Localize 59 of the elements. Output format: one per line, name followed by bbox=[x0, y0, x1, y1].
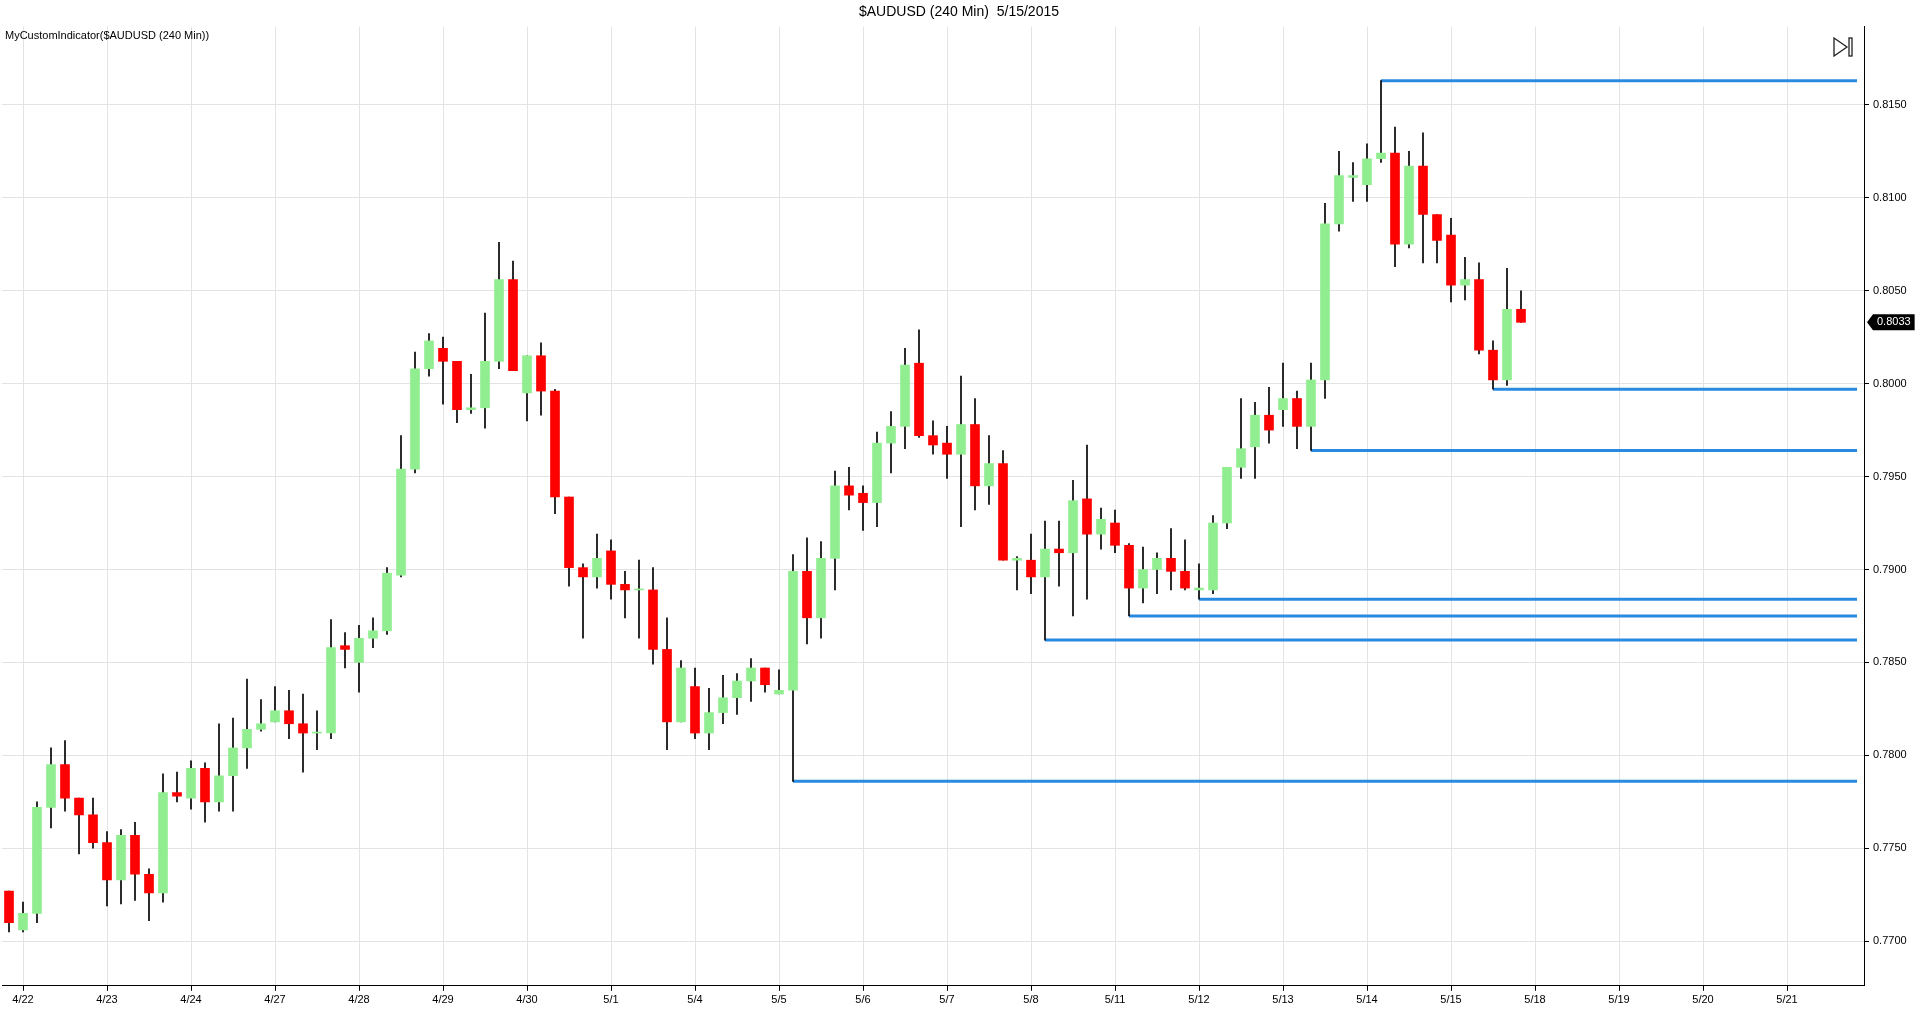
candlestick bbox=[340, 632, 350, 669]
candlestick bbox=[774, 669, 784, 695]
x-tick-label: 5/8 bbox=[1023, 993, 1039, 1006]
y-tick-label: 0.7700 bbox=[1873, 934, 1907, 947]
x-tick-label: 4/24 bbox=[180, 993, 202, 1006]
x-tick-label: 5/12 bbox=[1188, 993, 1210, 1006]
x-tick-label: 5/6 bbox=[855, 993, 871, 1006]
candlestick bbox=[956, 375, 966, 528]
candlestick bbox=[858, 485, 868, 531]
candlestick bbox=[256, 699, 266, 732]
x-tick-label: 5/13 bbox=[1272, 993, 1294, 1006]
candlestick bbox=[1348, 162, 1358, 202]
candlestick bbox=[1278, 362, 1288, 427]
y-tick-label: 0.7850 bbox=[1873, 655, 1907, 668]
candlestick bbox=[620, 571, 630, 619]
annotation: MyCustomIndicator($AUDUSD (240 Min)) bbox=[5, 28, 210, 41]
x-tick-label: 5/21 bbox=[1776, 993, 1798, 1006]
x-tick-label: 4/28 bbox=[348, 993, 370, 1006]
x-tick-label: 5/14 bbox=[1356, 993, 1378, 1006]
candlestick bbox=[298, 693, 308, 773]
x-tick-label: 5/1 bbox=[603, 993, 619, 1006]
candlestick bbox=[844, 466, 854, 511]
candlestick bbox=[1054, 520, 1064, 587]
candlestick bbox=[1460, 256, 1470, 301]
candlestick bbox=[1166, 528, 1176, 591]
y-tick-label: 0.8100 bbox=[1873, 190, 1907, 203]
chart-title: $AUDUSD (240 Min) 5/15/2015 bbox=[859, 3, 1060, 20]
x-tick-label: 5/4 bbox=[687, 993, 703, 1006]
x-tick-label: 4/30 bbox=[516, 993, 538, 1006]
text: 0.8033 bbox=[1877, 315, 1911, 328]
candlestick bbox=[1040, 520, 1050, 641]
x-tick-label: 5/19 bbox=[1608, 993, 1630, 1006]
x-tick-label: 5/5 bbox=[771, 993, 787, 1006]
x-tick-label: 5/7 bbox=[939, 993, 955, 1006]
candlestick bbox=[1236, 398, 1246, 479]
candlestick bbox=[1376, 80, 1386, 163]
x-tick-label: 5/11 bbox=[1104, 993, 1126, 1006]
y-tick-label: 0.8000 bbox=[1873, 376, 1907, 389]
candlestick bbox=[578, 563, 588, 639]
y-tick-label: 0.8050 bbox=[1873, 283, 1907, 296]
x-tick-label: 4/27 bbox=[264, 993, 286, 1006]
candlestick bbox=[438, 336, 448, 405]
y-tick-label: 0.8150 bbox=[1873, 97, 1907, 110]
candlestick bbox=[242, 678, 252, 769]
y-tick-label: 0.7950 bbox=[1873, 469, 1907, 482]
candlestick bbox=[1082, 444, 1092, 600]
x-tick-label: 4/29 bbox=[432, 993, 454, 1006]
y-tick-label: 0.7750 bbox=[1873, 841, 1907, 854]
candlestick bbox=[172, 771, 182, 803]
y-tick-label: 0.7900 bbox=[1873, 562, 1907, 575]
x-tick-label: 5/15 bbox=[1440, 993, 1462, 1006]
candlestick bbox=[1012, 556, 1022, 591]
x-tick-label: 4/23 bbox=[96, 993, 118, 1006]
y-tick-label: 0.7800 bbox=[1873, 748, 1907, 761]
x-tick-label: 4/22 bbox=[12, 993, 34, 1006]
x-tick-label: 5/20 bbox=[1692, 993, 1714, 1006]
candlestick bbox=[942, 426, 952, 479]
candlestick bbox=[466, 374, 476, 414]
x-tick-label: 5/18 bbox=[1524, 993, 1546, 1006]
